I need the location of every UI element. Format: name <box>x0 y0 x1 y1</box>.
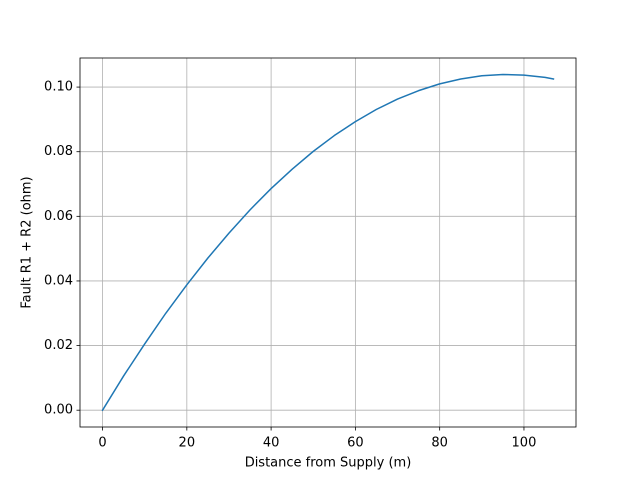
y-axis-label: Fault R1 + R2 (ohm) <box>20 176 35 308</box>
y-tick-label: 0.08 <box>44 144 73 159</box>
x-tick-label: 0 <box>98 436 106 451</box>
x-tick-label: 80 <box>431 436 448 451</box>
y-tick-label: 0.04 <box>44 273 73 288</box>
x-tick-label: 100 <box>512 436 537 451</box>
y-tick-label: 0.06 <box>44 209 73 224</box>
y-tick-label: 0.00 <box>44 403 73 418</box>
data-line <box>101 73 555 412</box>
y-tick-label: 0.10 <box>44 80 73 95</box>
axes-frame <box>79 57 577 428</box>
x-axis-label: Distance from Supply (m) <box>245 456 412 471</box>
y-tick-label: 0.02 <box>44 338 73 353</box>
x-tick-label: 40 <box>263 436 280 451</box>
grid <box>80 58 576 427</box>
x-tick-label: 60 <box>347 436 364 451</box>
x-tick-label: 20 <box>179 436 196 451</box>
